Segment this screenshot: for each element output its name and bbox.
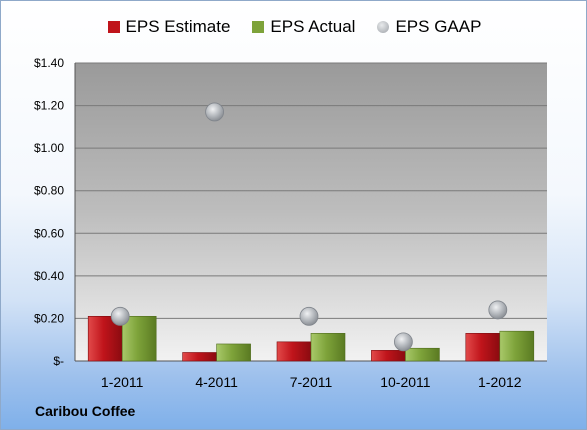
bar-eps-actual [310,333,346,362]
y-tick-label: $0.80 [34,184,64,198]
bar-eps-actual [216,343,251,362]
y-tick-label: $- [53,354,64,368]
y-tick-label: $1.00 [34,141,64,155]
x-tick-label: 4-2011 [195,374,238,390]
bar-eps-estimate [182,352,217,362]
point-eps-gaap [110,306,130,326]
legend: EPS Estimate EPS Actual EPS GAAP [1,17,586,37]
legend-item-gaap: EPS GAAP [377,17,481,37]
bar-eps-estimate [276,341,312,362]
point-eps-gaap [205,102,225,122]
y-tick-label: $1.40 [34,56,64,70]
legend-label-actual: EPS Actual [270,17,356,36]
x-tick-label: 1-2011 [101,374,144,390]
y-tick-label: $0.40 [34,269,64,283]
x-tick-label: 1-2012 [478,374,522,390]
point-eps-gaap [299,306,319,326]
legend-label-gaap: EPS GAAP [395,17,482,36]
x-tick-label: 7-2011 [290,374,333,390]
x-tick-label: 10-2011 [380,374,431,390]
y-tick-label: $1.20 [34,99,64,113]
y-tick-label: $0.20 [34,311,64,325]
company-name: Caribou Coffee [35,403,136,419]
bar-eps-actual [121,315,157,362]
legend-swatch-estimate [107,21,120,33]
legend-item-actual: EPS Actual [252,17,355,37]
bar-eps-actual [499,330,535,362]
y-tick-label: $0.60 [34,226,64,240]
legend-swatch-gaap [377,21,390,33]
legend-label-estimate: EPS Estimate [125,17,231,36]
legend-item-estimate: EPS Estimate [107,17,231,37]
bar-eps-actual [405,347,440,362]
point-eps-gaap [488,300,508,320]
legend-swatch-actual [252,21,265,33]
bar-eps-estimate [371,350,406,362]
bar-eps-estimate [465,333,501,362]
point-eps-gaap [393,332,413,352]
